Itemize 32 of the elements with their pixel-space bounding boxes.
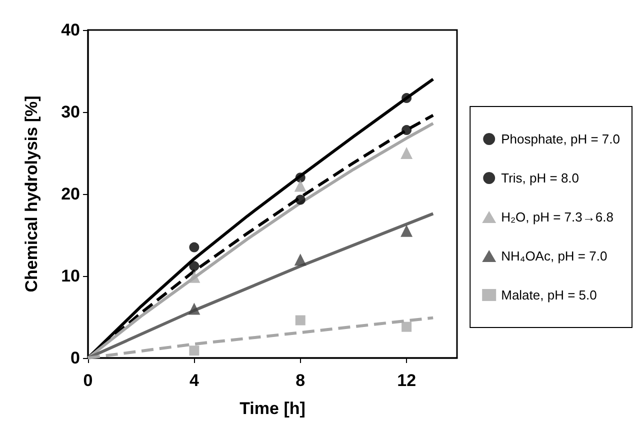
point <box>295 172 306 183</box>
y-tick-label: 20 <box>61 184 80 204</box>
legend-label: NH₄OAc, pH = 7.0 <box>501 248 608 264</box>
legend-label: Tris, pH = 8.0 <box>501 170 580 186</box>
point <box>294 180 306 192</box>
point <box>402 93 412 104</box>
legend-label: H₂O, pH = 7.3→6.8 <box>501 210 614 224</box>
point <box>400 147 413 159</box>
point <box>189 261 200 272</box>
point <box>295 315 306 326</box>
y-tick-label: 10 <box>61 266 80 286</box>
y-tick-label: 40 <box>61 20 80 40</box>
y-tick-label: 0 <box>70 348 80 368</box>
point <box>189 242 200 252</box>
point <box>400 224 413 237</box>
x-tick-label: 0 <box>83 371 93 390</box>
point <box>295 194 306 205</box>
x-axis-title: Time [h] <box>240 399 306 418</box>
point <box>294 254 306 266</box>
point <box>188 302 200 315</box>
y-tick-label: 30 <box>61 102 80 122</box>
y-axis-title: Chemical hydrolysis [%] <box>22 96 41 292</box>
x-tick-label: 12 <box>397 371 416 390</box>
point <box>402 322 412 332</box>
point <box>188 270 200 283</box>
legend-label: Malate, pH = 5.0 <box>501 288 597 302</box>
legend-label: Phosphate, pH = 7.0 <box>501 132 620 146</box>
x-tick-label: 4 <box>189 371 200 390</box>
x-tick-label: 8 <box>296 371 306 390</box>
point <box>402 125 412 136</box>
point <box>189 346 200 356</box>
line-series <box>86 212 435 360</box>
